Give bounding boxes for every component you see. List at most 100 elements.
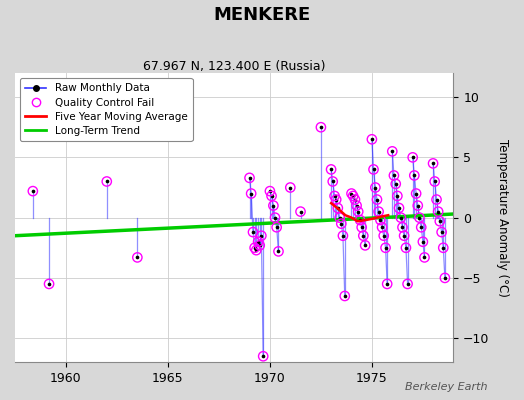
Point — [375, 208, 383, 215]
Point — [103, 178, 111, 185]
Point — [357, 224, 366, 230]
Point — [339, 232, 347, 239]
Point — [438, 229, 446, 235]
Point — [381, 244, 390, 251]
Point — [45, 281, 53, 287]
Point — [250, 244, 259, 251]
Point — [337, 220, 345, 227]
Point — [327, 166, 335, 173]
Point — [272, 224, 281, 230]
Point — [332, 196, 341, 203]
Point — [354, 208, 363, 215]
Point — [269, 202, 278, 209]
Point — [356, 217, 364, 223]
Point — [335, 214, 344, 221]
Point — [417, 224, 425, 230]
Point — [361, 242, 369, 248]
Point — [286, 184, 294, 191]
Point — [371, 184, 379, 191]
Point — [296, 208, 304, 215]
Point — [349, 193, 357, 199]
Point — [249, 229, 257, 235]
Point — [330, 193, 339, 199]
Point — [133, 254, 141, 261]
Point — [45, 281, 53, 287]
Point — [412, 190, 420, 197]
Point — [390, 172, 398, 179]
Point — [316, 124, 325, 130]
Point — [434, 208, 442, 215]
Text: Berkeley Earth: Berkeley Earth — [405, 382, 487, 392]
Point — [413, 202, 422, 209]
Point — [429, 160, 437, 166]
Point — [254, 238, 263, 245]
Point — [415, 214, 423, 221]
Point — [269, 202, 278, 209]
Point — [431, 178, 439, 185]
Point — [410, 172, 419, 179]
Point — [441, 275, 449, 281]
Point — [349, 193, 357, 199]
Point — [245, 175, 254, 181]
Point — [368, 136, 376, 142]
Legend: Raw Monthly Data, Quality Control Fail, Five Year Moving Average, Long-Term Tren: Raw Monthly Data, Quality Control Fail, … — [20, 78, 192, 141]
Point — [330, 193, 339, 199]
Point — [435, 218, 444, 224]
Point — [397, 214, 405, 221]
Point — [441, 275, 449, 281]
Point — [402, 244, 410, 251]
Point — [438, 229, 446, 235]
Point — [266, 188, 274, 194]
Y-axis label: Temperature Anomaly (°C): Temperature Anomaly (°C) — [496, 139, 509, 296]
Point — [286, 184, 294, 191]
Point — [393, 193, 401, 199]
Point — [398, 224, 407, 230]
Point — [410, 172, 419, 179]
Point — [256, 242, 264, 248]
Point — [417, 224, 425, 230]
Point — [373, 196, 381, 203]
Point — [400, 232, 408, 239]
Point — [353, 202, 361, 209]
Point — [272, 224, 281, 230]
Point — [383, 281, 391, 287]
Point — [341, 293, 349, 299]
Point — [429, 160, 437, 166]
Point — [250, 244, 259, 251]
Point — [391, 181, 400, 187]
Point — [432, 196, 441, 203]
Point — [376, 217, 385, 223]
Point — [359, 232, 367, 239]
Point — [267, 193, 276, 199]
Text: MENKERE: MENKERE — [213, 6, 311, 24]
Point — [133, 254, 141, 261]
Point — [347, 190, 356, 197]
Point — [332, 196, 341, 203]
Point — [439, 244, 447, 251]
Point — [252, 247, 260, 253]
Point — [353, 202, 361, 209]
Point — [296, 208, 304, 215]
Point — [378, 224, 386, 230]
Point — [354, 208, 363, 215]
Point — [403, 281, 412, 287]
Point — [267, 193, 276, 199]
Point — [381, 244, 390, 251]
Point — [334, 205, 342, 211]
Point — [397, 214, 405, 221]
Point — [402, 244, 410, 251]
Title: 67.967 N, 123.400 E (Russia): 67.967 N, 123.400 E (Russia) — [143, 60, 325, 73]
Point — [361, 242, 369, 248]
Point — [432, 196, 441, 203]
Point — [329, 178, 337, 185]
Point — [335, 214, 344, 221]
Point — [415, 214, 423, 221]
Point — [257, 232, 266, 239]
Point — [271, 214, 279, 221]
Point — [29, 188, 37, 194]
Point — [274, 248, 282, 254]
Point — [419, 238, 427, 245]
Point — [395, 205, 403, 211]
Point — [413, 202, 422, 209]
Point — [398, 224, 407, 230]
